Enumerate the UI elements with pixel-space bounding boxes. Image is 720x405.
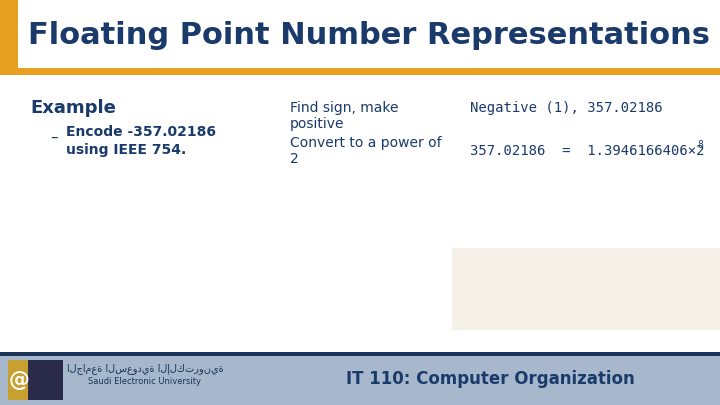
Bar <box>0 68 720 75</box>
Bar <box>28 360 63 400</box>
Bar <box>8 360 63 400</box>
Text: @: @ <box>9 370 30 390</box>
Text: Example: Example <box>30 99 116 117</box>
Text: الجامعة السعودية الإلكترونية: الجامعة السعودية الإلكترونية <box>67 364 223 375</box>
Bar <box>0 0 18 68</box>
Text: 8: 8 <box>697 140 703 150</box>
Text: –: – <box>50 130 58 145</box>
Text: 2: 2 <box>290 152 299 166</box>
Text: Negative (1), 357.02186: Negative (1), 357.02186 <box>470 101 662 115</box>
Text: 357.02186  =  1.3946166406×2: 357.02186 = 1.3946166406×2 <box>470 144 704 158</box>
Text: Encode -357.02186: Encode -357.02186 <box>66 125 216 139</box>
Text: Find sign, make: Find sign, make <box>290 101 398 115</box>
Text: IT 110: Computer Organization: IT 110: Computer Organization <box>346 370 634 388</box>
Bar <box>0 356 720 405</box>
Text: Saudi Electronic University: Saudi Electronic University <box>89 377 202 386</box>
Bar <box>0 75 720 353</box>
Bar <box>452 248 720 330</box>
Text: using IEEE 754.: using IEEE 754. <box>66 143 186 157</box>
Bar <box>0 352 720 356</box>
Text: Convert to a power of: Convert to a power of <box>290 136 441 150</box>
Text: Floating Point Number Representations: Floating Point Number Representations <box>28 21 710 51</box>
Text: positive: positive <box>290 117 344 131</box>
